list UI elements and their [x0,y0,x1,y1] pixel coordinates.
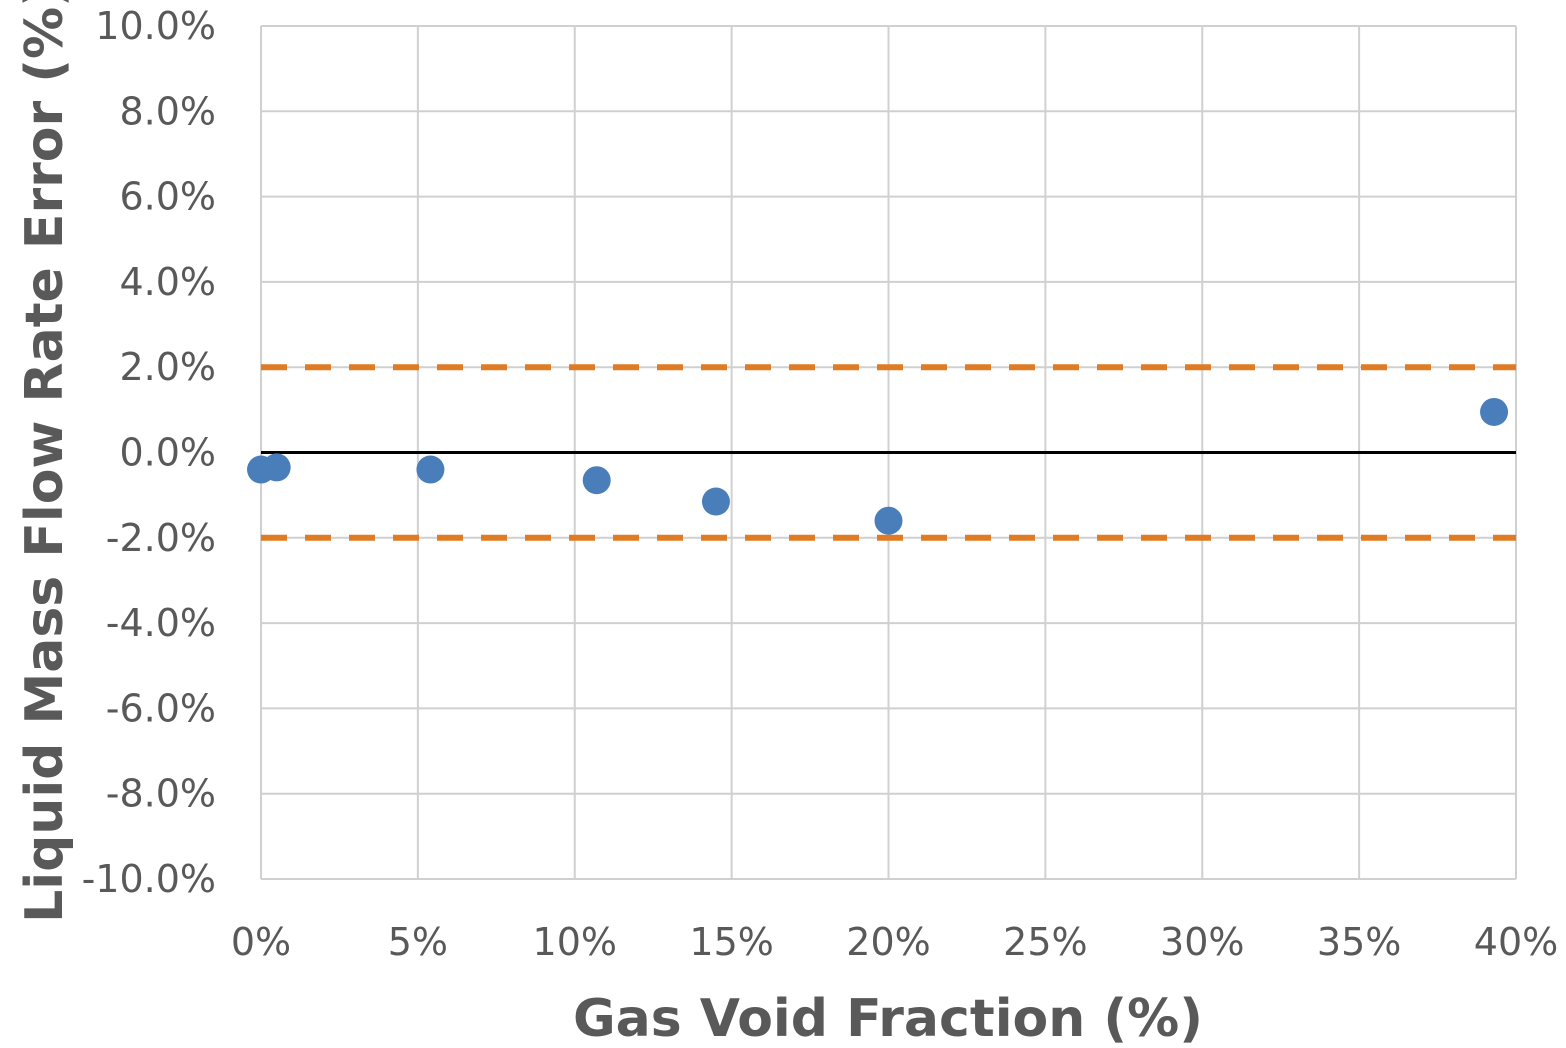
x-tick-label: 30% [1160,920,1244,964]
data-point [416,455,445,484]
x-axis-title: Gas Void Fraction (%) [573,989,1203,1048]
data-point [262,453,291,482]
data-points [247,397,1509,535]
x-tick-label: 40% [1474,920,1558,964]
y-tick-label: -8.0% [106,772,216,816]
x-tick-label: 35% [1317,920,1401,964]
reference-lines [261,364,1516,541]
x-tick-label: 0% [231,920,291,964]
x-tick-label: 25% [1003,920,1087,964]
y-tick-label: 2.0% [119,345,216,389]
x-tick-labels: 0% 5% 10% 15% 20% 25% 30% 35% 40% [231,920,1558,964]
y-axis-title: Liquid Mass Flow Rate Error (%) [15,0,75,923]
y-tick-label: -6.0% [106,686,216,730]
x-tick-label: 5% [388,920,448,964]
y-tick-label: 10.0% [95,4,216,48]
data-point [1480,397,1509,426]
data-point [582,466,611,495]
y-tick-labels: 10.0% 8.0% 6.0% 4.0% 2.0% 0.0% -2.0% -4.0% -6.0%… [82,4,216,901]
data-point [701,487,730,516]
y-tick-label: -2.0% [106,516,216,560]
data-point [874,506,903,535]
x-tick-label: 20% [846,920,930,964]
x-tick-label: 10% [533,920,617,964]
y-tick-label: 4.0% [119,260,216,304]
y-tick-label: 0.0% [119,431,216,475]
y-tick-label: -4.0% [106,601,216,645]
y-tick-label: 6.0% [119,175,216,219]
y-tick-label: 8.0% [119,89,216,133]
y-tick-label: -10.0% [82,857,216,901]
x-tick-label: 15% [689,920,773,964]
